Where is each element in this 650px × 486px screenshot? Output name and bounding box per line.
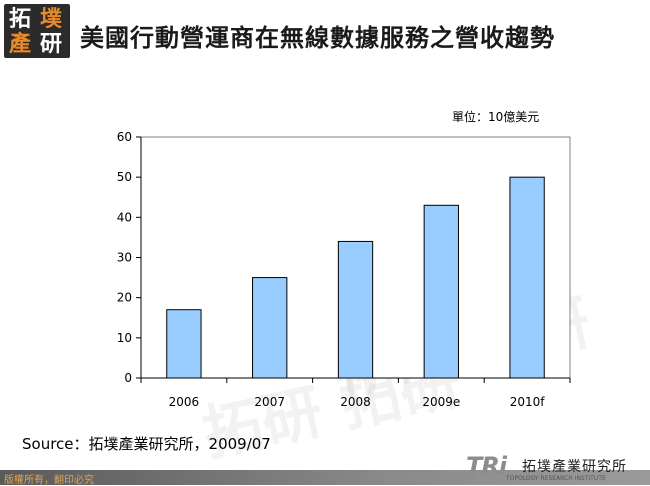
y-tick-label: 40	[117, 210, 132, 224]
unit-label: 單位：10億美元	[452, 110, 540, 124]
y-tick-label: 0	[124, 371, 132, 385]
logo-char: 拓	[9, 6, 32, 32]
tri-letters: TRi	[466, 452, 507, 480]
footer-bar	[0, 470, 650, 485]
bar	[423, 204, 459, 379]
bar-chart: 0 10 20 30 40 50 60 2006 2007 2008 2009e 2010f	[117, 130, 571, 409]
copyright-text: 版權所有，翻印必究	[4, 475, 94, 486]
y-tick-label: 60	[117, 130, 132, 144]
bar	[509, 176, 545, 379]
bar	[166, 309, 202, 379]
y-tick-label: 50	[117, 170, 132, 184]
logo-char: 墣	[40, 6, 63, 32]
logo-char: 產	[9, 31, 32, 57]
y-tick-label: 20	[117, 291, 132, 305]
page-title: 美國行動營運商在無線數據服務之營收趨勢	[80, 23, 555, 52]
logo-char: 研	[40, 31, 63, 57]
y-tick-label: 10	[117, 331, 132, 345]
x-tick-label: 2010f	[510, 395, 546, 409]
tri-logo: TRi	[466, 452, 507, 480]
bar	[337, 240, 374, 379]
logo: 拓 墣 產 研	[4, 4, 70, 58]
x-tick-label: 2008	[340, 395, 371, 409]
source-note: Source：拓墣產業研究所，2009/07	[22, 435, 271, 453]
bar	[252, 277, 288, 379]
company-name: 拓墣產業研究所	[522, 459, 627, 475]
x-tick-label: 2006	[169, 395, 200, 409]
x-tick-label: 2007	[254, 395, 285, 409]
y-tick-label: 30	[117, 251, 132, 265]
x-tick-label: 2009e	[422, 395, 460, 409]
company-name-en: TOPOLOGY RESEARCH INSTITUTE	[506, 475, 606, 482]
